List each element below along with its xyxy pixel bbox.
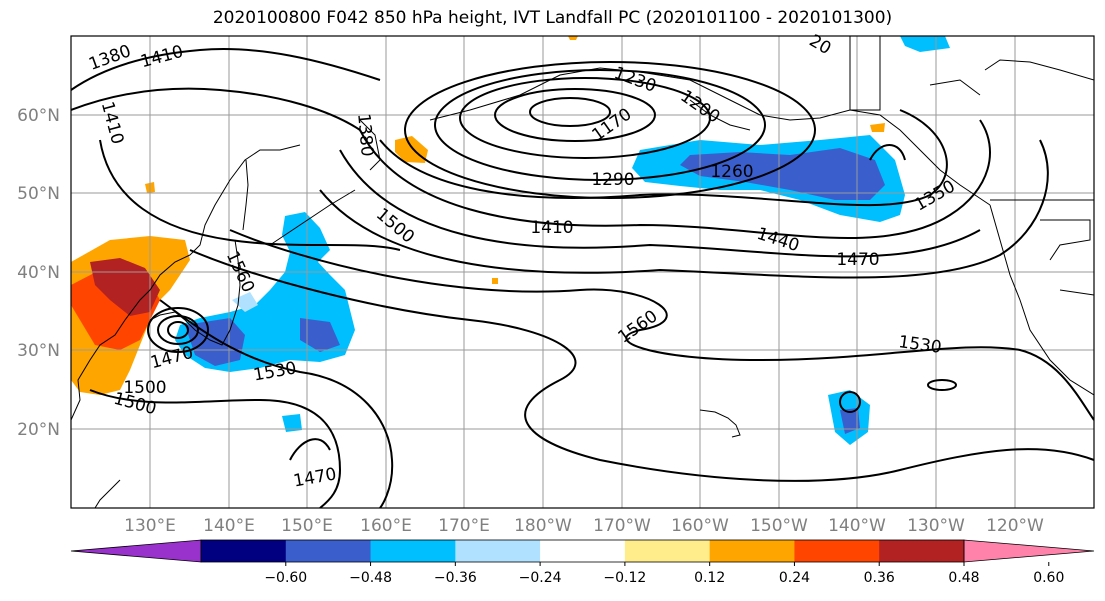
map-title: 2020100800 F042 850 hPa height, IVT Land… bbox=[212, 8, 893, 28]
longitude-label: 160°W bbox=[671, 516, 729, 536]
longitude-label: 170°W bbox=[593, 516, 651, 536]
longitude-label: 150°W bbox=[750, 516, 808, 536]
colorbar-tick-label: 0.24 bbox=[779, 570, 810, 586]
longitude-label: 140°W bbox=[828, 516, 886, 536]
colorbar-segment bbox=[285, 540, 372, 562]
longitude-label: 160°E bbox=[360, 516, 412, 536]
contour-label: 1260 bbox=[710, 162, 753, 182]
colorbar-tick-label: −0.48 bbox=[349, 570, 392, 586]
colorbar-segment bbox=[201, 540, 287, 562]
colorbar-tick-label: 0.48 bbox=[948, 570, 979, 586]
contour-label: 1380 bbox=[353, 113, 377, 158]
contour-label: 1500 bbox=[123, 378, 166, 398]
colorbar-tick-label: −0.12 bbox=[603, 570, 646, 586]
longitude-label: 120°W bbox=[986, 516, 1044, 536]
colorbar-segment bbox=[879, 540, 965, 562]
colorbar-tick-label: 0.60 bbox=[1033, 570, 1064, 586]
colorbar-segment bbox=[540, 540, 626, 562]
latitude-label: 50°N bbox=[17, 184, 60, 204]
coastlines bbox=[71, 36, 1094, 508]
colorbar-extension-low bbox=[70, 539, 202, 563]
longitude-label: 130°W bbox=[907, 516, 965, 536]
longitude-label: 170°E bbox=[438, 516, 490, 536]
latitude-label: 60°N bbox=[17, 106, 60, 126]
colorbar: −0.60 −0.48 −0.36 −0.24 −0.12 0.12 0.24 0.36 0.4… bbox=[70, 539, 1095, 586]
longitude-labels: 130°E 140°E 150°E 160°E 170°E 180°W 170°W 160°W… bbox=[124, 516, 1044, 536]
longitude-label: 180°W bbox=[514, 516, 572, 536]
contour-label: 1290 bbox=[591, 170, 634, 190]
gridlines bbox=[71, 36, 1094, 508]
colorbar-segment bbox=[624, 540, 711, 562]
latitude-label: 30°N bbox=[17, 341, 60, 361]
contour-label: 1470 bbox=[836, 250, 879, 270]
map-border bbox=[70, 35, 1095, 509]
latitude-labels: 60°N 50°N 40°N 30°N 20°N bbox=[17, 106, 60, 440]
longitude-label: 130°E bbox=[124, 516, 176, 536]
colorbar-tick-label: −0.60 bbox=[264, 570, 307, 586]
colorbar-segment bbox=[370, 540, 456, 562]
colorbar-tick-label: −0.36 bbox=[434, 570, 477, 586]
colorbar-tick-label: 0.12 bbox=[694, 570, 725, 586]
contour-label: 1410 bbox=[530, 218, 573, 238]
colorbar-tick-label: 0.36 bbox=[864, 570, 895, 586]
latitude-label: 20°N bbox=[17, 420, 60, 440]
longitude-label: 150°E bbox=[281, 516, 333, 536]
colorbar-outline bbox=[200, 539, 965, 563]
latitude-label: 40°N bbox=[17, 263, 60, 283]
colorbar-segment bbox=[709, 540, 795, 562]
colorbar-extension-high bbox=[963, 539, 1095, 563]
colorbar-tick-label: −0.24 bbox=[519, 570, 562, 586]
colorbar-segment bbox=[455, 540, 541, 562]
height-contours bbox=[71, 48, 1094, 508]
longitude-label: 140°E bbox=[203, 516, 255, 536]
colorbar-segment bbox=[794, 540, 880, 562]
